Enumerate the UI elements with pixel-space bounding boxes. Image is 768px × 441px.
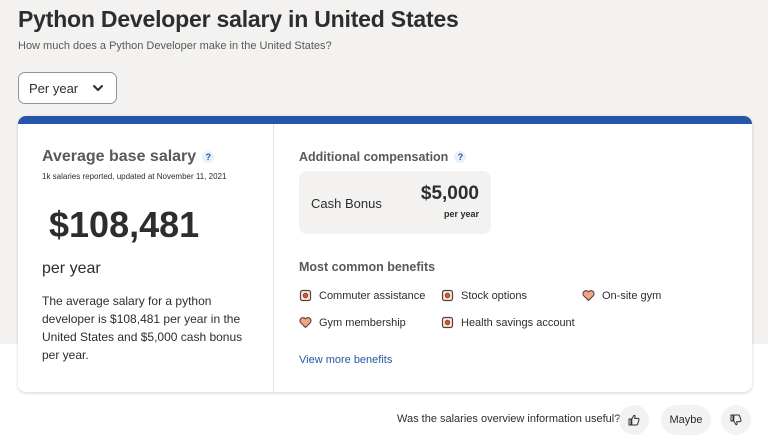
thumbs-up-icon <box>628 414 640 426</box>
piggy-bank-icon <box>441 316 454 329</box>
average-salary-section: Average base salary ? 1k salaries report… <box>18 124 274 392</box>
average-salary-description: The average salary for a python develope… <box>42 294 243 362</box>
feedback-maybe-label: Maybe <box>669 414 703 426</box>
chevron-down-icon <box>93 85 103 91</box>
help-icon[interactable]: ? <box>202 151 215 163</box>
piggy-bank-icon <box>299 289 312 302</box>
average-salary-period: per year <box>42 260 101 277</box>
pay-period-selected-value: Per year <box>29 80 79 96</box>
benefit-item-gym-membership: Gym membership <box>299 316 406 329</box>
additional-compensation-section: Additional compensation ? Cash Bonus $5,… <box>299 124 739 392</box>
cash-bonus-label: Cash Bonus <box>311 196 382 211</box>
page-subtitle: How much does a Python Developer make in… <box>18 40 332 52</box>
average-salary-amount: $108,481 <box>49 204 200 245</box>
piggy-bank-icon <box>441 289 454 302</box>
additional-compensation-title: Additional compensation <box>299 150 449 164</box>
average-salary-title: Average base salary <box>42 148 197 165</box>
pay-period-select[interactable]: Per year <box>18 72 117 104</box>
cash-bonus-box: Cash Bonus $5,000 per year <box>299 171 491 234</box>
view-more-benefits-link[interactable]: View more benefits <box>299 354 393 366</box>
heart-icon <box>299 317 312 329</box>
average-salary-heading: Average base salary ? <box>42 148 215 166</box>
additional-compensation-heading: Additional compensation ? <box>299 150 467 164</box>
benefit-item-stock-options: Stock options <box>441 289 527 302</box>
salary-overview-card: Average base salary ? 1k salaries report… <box>18 116 752 392</box>
card-accent-bar <box>18 116 752 124</box>
benefit-item-on-site-gym: On-site gym <box>582 289 661 302</box>
feedback-yes-button[interactable] <box>619 405 649 435</box>
benefit-item-health-savings-account: Health savings account <box>441 316 575 329</box>
benefit-label: Gym membership <box>319 316 406 329</box>
benefits-title: Most common benefits <box>299 260 436 274</box>
salary-report-meta: 1k salaries reported, updated at Novembe… <box>42 172 227 181</box>
thumbs-down-icon <box>730 414 742 426</box>
benefit-label: Commuter assistance <box>319 289 426 302</box>
page-title: Python Developer salary in United States <box>18 6 459 32</box>
benefit-label: On-site gym <box>602 289 662 302</box>
benefit-label: Stock options <box>461 289 528 302</box>
benefit-item-commuter-assistance: Commuter assistance <box>299 289 425 302</box>
feedback-maybe-button[interactable]: Maybe <box>661 405 711 435</box>
benefit-label: Health savings account <box>461 316 575 329</box>
cash-bonus-period: per year <box>443 209 479 219</box>
heart-icon <box>582 290 595 302</box>
help-icon[interactable]: ? <box>454 151 467 163</box>
feedback-question: Was the salaries overview information us… <box>397 413 621 425</box>
feedback-no-button[interactable] <box>721 405 751 435</box>
cash-bonus-amount: $5,000 <box>420 183 479 204</box>
